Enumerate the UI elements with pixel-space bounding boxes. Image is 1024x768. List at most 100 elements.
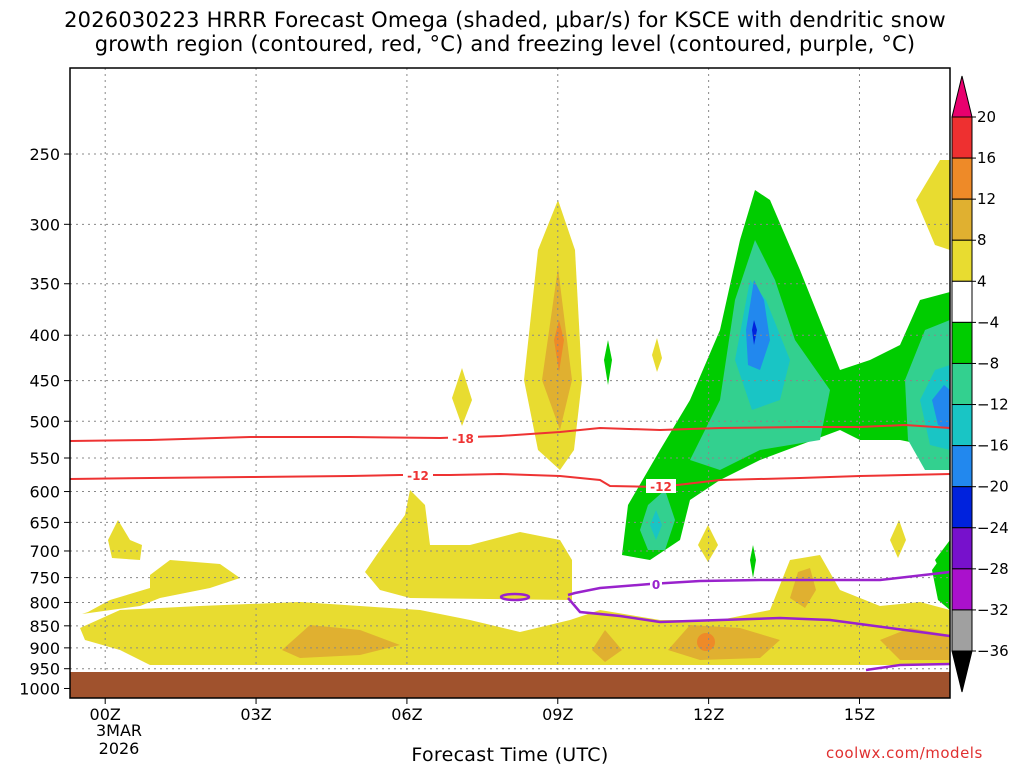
colorbar-box [951, 568, 973, 611]
colorbar-arrow-bottom [951, 650, 973, 693]
y-tick-label: 600 [29, 483, 60, 502]
upward-motion-region [652, 338, 662, 372]
y-tick-label: 500 [29, 412, 60, 431]
upward-motion-region [880, 628, 950, 660]
y-tick-label: 300 [29, 215, 60, 234]
colorbar-label: 16 [977, 149, 996, 167]
contour-label-minus-12: -12 [407, 469, 429, 483]
upward-motion-region [108, 520, 142, 560]
downward-motion-region [750, 545, 756, 578]
y-axis: 250 300 350 400 450 500 550 600 650 700 750 800 850 9… [19, 145, 70, 698]
credit-text: coolwx.com/models [826, 744, 983, 762]
upward-motion-region [82, 560, 240, 614]
y-tick-label: 450 [29, 372, 60, 391]
upward-motion-region [890, 520, 906, 558]
contour-labels: -18 -12 -12 0 [403, 431, 676, 592]
downward-motion-region [604, 340, 612, 385]
dendritic-contours [69, 423, 951, 489]
colorbar-box [951, 362, 973, 406]
x-tick-label: 12Z [693, 705, 724, 724]
downward-motion-region [752, 320, 757, 345]
plot-frame [69, 67, 951, 699]
y-tick-label: 350 [29, 275, 60, 294]
colorbar-box [951, 198, 973, 241]
colorbar-label: −28 [977, 560, 1009, 578]
y-tick-label: 700 [29, 542, 60, 561]
colorbar: 20 16 12 8 4 −4 −8 −12 −16 −20 −24 −28 −32 −36 [951, 75, 1009, 693]
y-tick-label: 650 [29, 513, 60, 532]
x-axis-label: Forecast Time (UTC) [411, 744, 609, 766]
colorbar-label: −24 [977, 519, 1009, 537]
omega-shading [80, 160, 950, 665]
x-date-line-2: 2026 [99, 739, 140, 758]
upward-motion-region [452, 368, 472, 426]
colorbar-box [951, 486, 973, 529]
chart-title: 2026030223 HRRR Forecast Omega (shaded, … [64, 8, 946, 56]
colorbar-label: 20 [977, 108, 996, 126]
x-tick-label: 03Z [240, 705, 271, 724]
colorbar-box [951, 445, 973, 488]
terrain [70, 672, 950, 698]
colorbar-label: 8 [977, 231, 987, 249]
colorbar-label: 12 [977, 190, 996, 208]
colorbar-box [951, 404, 973, 447]
colorbar-label: −4 [977, 313, 999, 331]
contour-label-bg [650, 577, 662, 591]
contour-label-bg [448, 431, 478, 445]
colorbar-box [951, 116, 973, 159]
contour-label-minus-18: -18 [452, 432, 474, 446]
colorbar-box [951, 157, 973, 200]
contour-zero-surface [865, 662, 951, 672]
upward-motion-region [668, 625, 780, 660]
upward-motion-region [282, 625, 400, 658]
downward-motion-region [650, 510, 662, 540]
colorbar-label: −36 [977, 642, 1009, 660]
contour-label-bg [403, 468, 433, 482]
contour-minus-18 [69, 423, 951, 442]
colorbar-box [951, 321, 973, 364]
contour-zero-closed [499, 592, 531, 602]
grid-lines [70, 68, 950, 698]
x-date-line-1: 3MAR [96, 721, 142, 740]
colorbar-box [951, 609, 973, 652]
contour-label-minus-12: -12 [650, 480, 672, 494]
y-tick-label: 950 [29, 660, 60, 679]
upward-motion-region [365, 490, 572, 600]
y-tick-label: 850 [29, 617, 60, 636]
colorbar-label: −12 [977, 396, 1009, 414]
downward-motion-region [746, 280, 770, 370]
x-tick-label: 09Z [542, 705, 573, 724]
contour-zero [567, 570, 951, 597]
y-tick-label: 800 [29, 593, 60, 612]
colorbar-arrow-top [951, 75, 973, 118]
contour-zero-lower [567, 597, 951, 638]
colorbar-label: −32 [977, 601, 1009, 619]
y-tick-label: 900 [29, 639, 60, 658]
colorbar-label: −8 [977, 354, 999, 372]
colorbar-label: −20 [977, 478, 1009, 496]
upward-motion-region [697, 633, 715, 651]
colorbar-box [951, 239, 973, 282]
upward-motion-region [592, 630, 622, 662]
colorbar-box [951, 280, 973, 323]
x-tick-label: 00Z [90, 705, 121, 724]
contour-label-bg [646, 479, 676, 493]
colorbar-label: −16 [977, 437, 1009, 455]
downward-motion-region [932, 385, 950, 430]
upward-motion-region [554, 320, 564, 372]
contour-label-zero: 0 [652, 578, 660, 592]
y-tick-label: 750 [29, 569, 60, 588]
x-axis: 00Z 03Z 06Z 09Z 12Z 15Z [90, 698, 875, 724]
upward-motion-region [698, 525, 718, 562]
colorbar-label: 4 [977, 272, 987, 290]
freezing-contours [499, 570, 951, 672]
contour-minus-12 [69, 472, 951, 489]
y-tick-label: 1000 [19, 679, 60, 698]
colorbar-box [951, 527, 973, 570]
x-tick-label: 06Z [391, 705, 422, 724]
y-tick-label: 250 [29, 145, 60, 164]
y-tick-label: 400 [29, 326, 60, 345]
x-date-label: 3MAR 2026 [96, 721, 142, 758]
x-tick-label: 15Z [844, 705, 875, 724]
y-tick-label: 550 [29, 449, 60, 468]
